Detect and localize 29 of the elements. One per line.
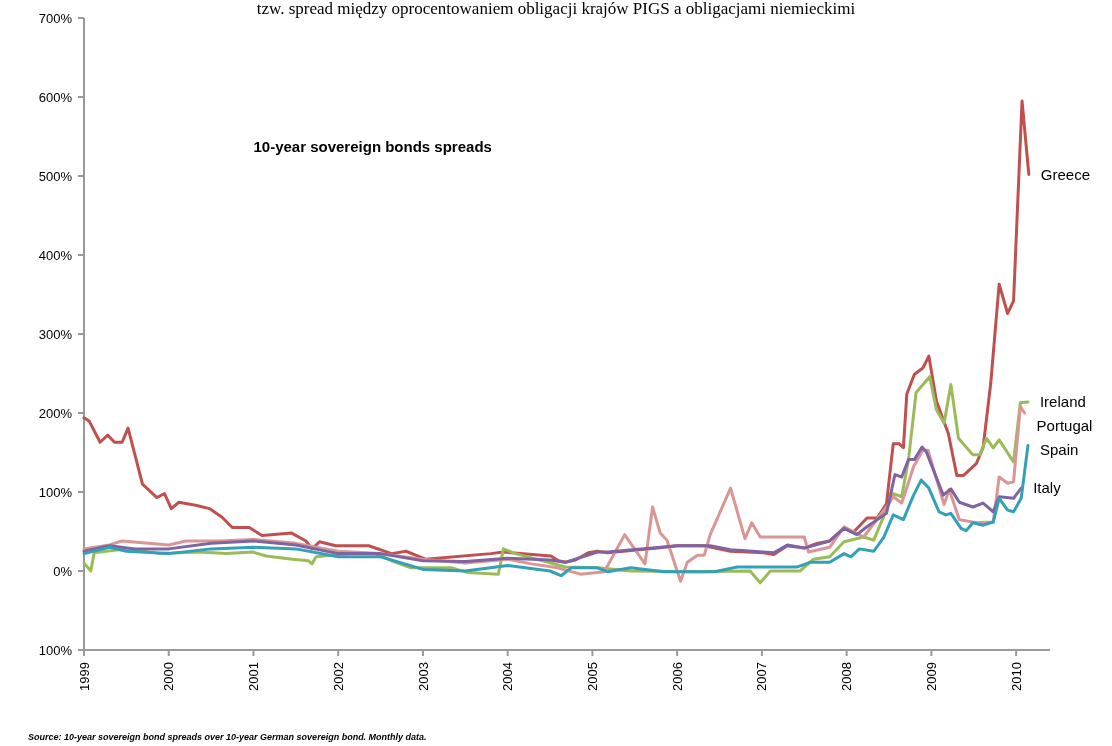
y-tick-label: 500% [38,168,73,184]
y-tick-label: 100% [38,642,73,658]
y-tick-label: 400% [38,247,73,263]
source-note: Source: 10-year sovereign bond spreads over 10-year German sovereign bond. Monthly data. [28,732,427,742]
text: 10-year sovereign bonds spreads [253,138,492,156]
series-label: Greece [1040,165,1091,183]
series-label: Portugal [1036,417,1093,435]
y-tick-label: 200% [38,405,73,421]
series-label: Italy [1033,479,1062,497]
x-tick-label: 2009 [923,662,939,691]
x-tick-label: 2000 [161,662,177,691]
y-tick-label: 300% [38,326,73,342]
x-tick-label: 2010 [1008,662,1024,691]
y-tick-label: 0% [53,563,73,579]
series-label: Spain [1039,441,1079,459]
series-label: Ireland [1039,393,1086,411]
x-tick-label: 2001 [246,662,262,691]
x-tick-label: 2006 [669,662,685,691]
x-tick-label: 2004 [500,662,516,691]
x-tick-label: 1999 [76,662,92,691]
x-tick-label: 2005 [584,662,600,691]
chart-title: tzw. spread między oprocentowaniem obligacji krajów PIGS a obligacjami niemieckimi [256,0,856,18]
x-tick-label: 2008 [839,662,855,691]
x-tick-label: 2007 [754,662,770,691]
x-tick-label: 2002 [330,662,346,691]
y-tick-label: 100% [38,484,73,500]
x-tick-label: 2003 [415,662,431,691]
y-tick-label: 700% [38,10,73,26]
y-tick-label: 600% [38,89,73,105]
